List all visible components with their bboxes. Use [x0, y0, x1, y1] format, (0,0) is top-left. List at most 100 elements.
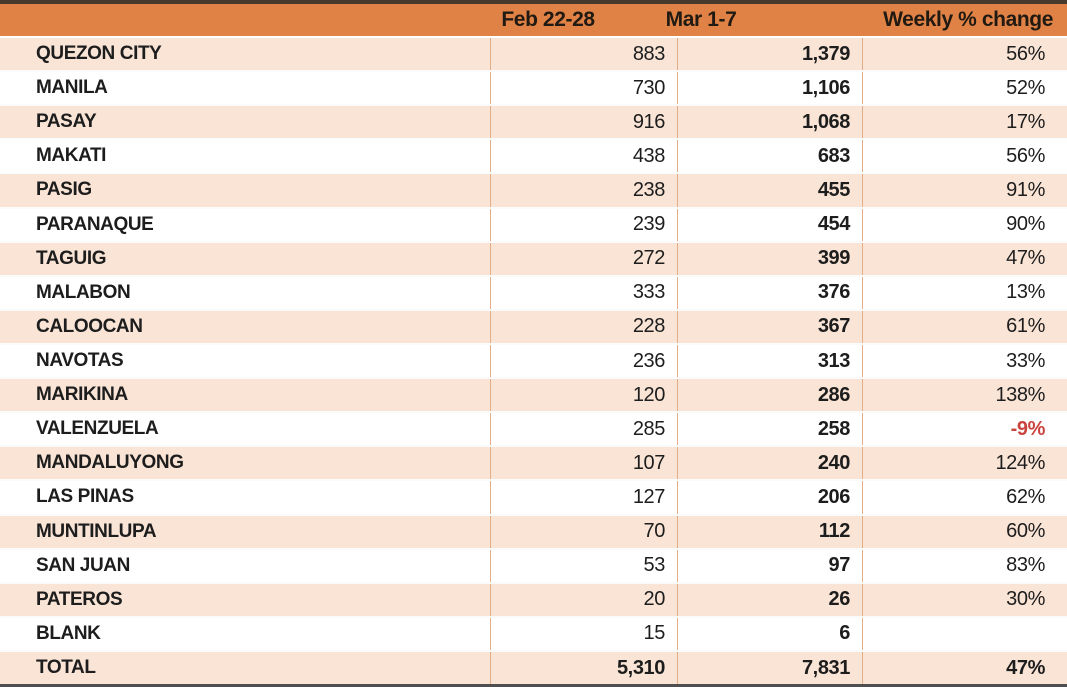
mar-1-7-value-cell: 683: [677, 140, 862, 173]
city-name-cell: MARIKINA: [36, 384, 128, 406]
weekly-pct-change-cell: 56%: [862, 38, 1067, 71]
mar-1-7-value-cell: 6: [677, 617, 862, 650]
table-row: MUNTINLUPA 70 112 60%: [0, 515, 1067, 550]
feb-22-28-value-cell: 15: [490, 617, 677, 650]
feb-22-28-value-cell: 333: [490, 276, 677, 309]
feb-22-28-value-cell: 5,310: [490, 651, 677, 684]
weekly-pct-change-cell: 33%: [862, 344, 1067, 378]
feb-22-28-value-cell: 438: [490, 140, 677, 173]
mar-1-7-value-cell: 1,068: [677, 106, 862, 139]
city-name-cell: MALABON: [36, 281, 131, 303]
weekly-pct-change-cell: 13%: [862, 276, 1067, 309]
feb-22-28-value-cell: 730: [490, 72, 677, 105]
table-row: SAN JUAN 53 97 83%: [0, 549, 1067, 584]
feb-22-28-value-cell: 236: [490, 344, 677, 378]
city-name-cell: TOTAL: [36, 657, 96, 679]
mar-1-7-value-cell: 1,379: [677, 38, 862, 71]
weekly-pct-change-cell: 56%: [862, 140, 1067, 173]
feb-22-28-value-cell: 238: [490, 174, 677, 207]
city-name-cell: PARANAQUE: [36, 213, 154, 235]
city-name-cell: TAGUIG: [36, 247, 107, 269]
table-row: TOTAL 5,310 7,831 47%: [0, 651, 1067, 684]
mar-1-7-value-cell: 240: [677, 447, 862, 480]
weekly-pct-change-cell: 138%: [862, 379, 1067, 412]
city-name-cell: MANDALUYONG: [36, 452, 184, 474]
table-row: PATEROS 20 26 30%: [0, 583, 1067, 618]
weekly-pct-change-cell: 83%: [862, 549, 1067, 582]
mar-1-7-value-cell: 206: [677, 481, 862, 514]
table-row: VALENZUELA 285 258 -9%: [0, 413, 1067, 448]
table-row: MARIKINA 120 286 138%: [0, 379, 1067, 414]
feb-22-28-value-cell: 883: [490, 38, 677, 71]
mar-1-7-value-cell: 399: [677, 242, 862, 275]
feb-22-28-value-cell: 70: [490, 515, 677, 548]
city-name-cell: CALOOCAN: [36, 315, 143, 337]
mar-1-7-value-cell: 454: [677, 208, 862, 241]
weekly-pct-change-cell: [862, 617, 1067, 650]
table-row: QUEZON CITY 883 1,379 56%: [0, 38, 1067, 73]
table-row: MAKATI 438 683 56%: [0, 140, 1067, 175]
weekly-pct-change-cell: 124%: [862, 447, 1067, 480]
table-header-row: Feb 22-28 Mar 1-7 Weekly % change: [0, 4, 1067, 38]
mar-1-7-value-cell: 112: [677, 515, 862, 548]
weekly-pct-change-cell: 61%: [862, 310, 1067, 343]
weekly-pct-change-cell: 30%: [862, 583, 1067, 616]
feb-22-28-value-cell: 120: [490, 379, 677, 412]
weekly-pct-change-cell: 47%: [862, 651, 1067, 684]
table-row: CALOOCAN 228 367 61%: [0, 310, 1067, 345]
city-name-cell: PATEROS: [36, 588, 123, 610]
city-name-cell: BLANK: [36, 622, 101, 644]
city-name-cell: PASIG: [36, 179, 92, 201]
table-row: PARANAQUE 239 454 90%: [0, 208, 1067, 243]
table-row: LAS PINAS 127 206 62%: [0, 481, 1067, 516]
feb-22-28-value-cell: 272: [490, 242, 677, 275]
city-name-cell: MAKATI: [36, 145, 107, 167]
table-row: PASAY 916 1,068 17%: [0, 106, 1067, 141]
city-name-cell: MUNTINLUPA: [36, 520, 157, 542]
mar-1-7-value-cell: 376: [677, 276, 862, 309]
mar-1-7-value-cell: 313: [677, 344, 862, 378]
feb-22-28-value-cell: 20: [490, 583, 677, 616]
weekly-pct-change-cell: 52%: [862, 72, 1067, 105]
column-header-mar-1-7: Mar 1-7: [665, 8, 737, 31]
mar-1-7-value-cell: 26: [677, 583, 862, 616]
mar-1-7-value-cell: 7,831: [677, 651, 862, 684]
mar-1-7-value-cell: 1,106: [677, 72, 862, 105]
table-row: TAGUIG 272 399 47%: [0, 242, 1067, 277]
city-name-cell: NAVOTAS: [36, 350, 124, 372]
table-row: BLANK 15 6: [0, 617, 1067, 652]
table-row: MANILA 730 1,106 52%: [0, 72, 1067, 107]
city-name-cell: QUEZON CITY: [36, 43, 162, 65]
feb-22-28-value-cell: 916: [490, 106, 677, 139]
table-row: PASIG 238 455 91%: [0, 174, 1067, 209]
mar-1-7-value-cell: 455: [677, 174, 862, 207]
table-row: MALABON 333 376 13%: [0, 276, 1067, 311]
weekly-pct-change-cell: 91%: [862, 174, 1067, 207]
city-name-cell: PASAY: [36, 111, 97, 133]
mar-1-7-value-cell: 286: [677, 379, 862, 412]
table-row: NAVOTAS 236 313 33%: [0, 344, 1067, 380]
feb-22-28-value-cell: 107: [490, 447, 677, 480]
weekly-pct-change-cell: 62%: [862, 481, 1067, 514]
weekly-pct-change-cell: -9%: [862, 413, 1067, 446]
feb-22-28-value-cell: 239: [490, 208, 677, 241]
table-body: QUEZON CITY 883 1,379 56% MANILA 730 1,106 52% P…: [0, 38, 1067, 684]
weekly-pct-change-cell: 60%: [862, 515, 1067, 548]
city-name-cell: SAN JUAN: [36, 554, 130, 576]
weekly-pct-change-cell: 47%: [862, 242, 1067, 275]
feb-22-28-value-cell: 228: [490, 310, 677, 343]
weekly-pct-change-cell: 17%: [862, 106, 1067, 139]
mar-1-7-value-cell: 367: [677, 310, 862, 343]
city-name-cell: VALENZUELA: [36, 418, 159, 440]
mar-1-7-value-cell: 258: [677, 413, 862, 446]
feb-22-28-value-cell: 285: [490, 413, 677, 446]
city-name-cell: LAS PINAS: [36, 486, 134, 508]
mar-1-7-value-cell: 97: [677, 549, 862, 582]
feb-22-28-value-cell: 127: [490, 481, 677, 514]
table-row: MANDALUYONG 107 240 124%: [0, 447, 1067, 482]
column-header-weekly-pct-change: Weekly % change: [883, 8, 1053, 31]
city-name-cell: MANILA: [36, 77, 108, 99]
column-header-feb-22-28: Feb 22-28: [501, 8, 595, 31]
feb-22-28-value-cell: 53: [490, 549, 677, 582]
